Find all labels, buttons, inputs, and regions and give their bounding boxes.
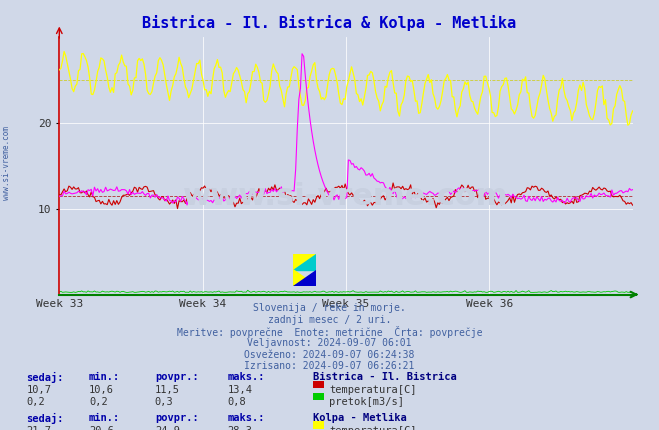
Text: maks.:: maks.: bbox=[227, 372, 265, 382]
Text: www.si-vreme.com: www.si-vreme.com bbox=[183, 182, 509, 211]
Text: povpr.:: povpr.: bbox=[155, 372, 198, 382]
Text: temperatura[C]: temperatura[C] bbox=[330, 385, 417, 395]
Text: Meritve: povprečne  Enote: metrične  Črta: povprečje: Meritve: povprečne Enote: metrične Črta:… bbox=[177, 326, 482, 338]
Text: Bistrica - Il. Bistrica & Kolpa - Metlika: Bistrica - Il. Bistrica & Kolpa - Metlik… bbox=[142, 15, 517, 31]
Text: 0,2: 0,2 bbox=[89, 397, 107, 407]
Text: min.:: min.: bbox=[89, 413, 120, 423]
Text: 10,6: 10,6 bbox=[89, 385, 114, 395]
Polygon shape bbox=[293, 270, 316, 286]
Text: Izrisano: 2024-09-07 06:26:21: Izrisano: 2024-09-07 06:26:21 bbox=[244, 361, 415, 371]
Text: sedaj:: sedaj: bbox=[26, 413, 64, 424]
Text: Slovenija / reke in morje.: Slovenija / reke in morje. bbox=[253, 303, 406, 313]
Text: Osveženo: 2024-09-07 06:24:38: Osveženo: 2024-09-07 06:24:38 bbox=[244, 350, 415, 359]
Text: 0,3: 0,3 bbox=[155, 397, 173, 407]
Text: 21,7: 21,7 bbox=[26, 426, 51, 430]
Text: 10,7: 10,7 bbox=[26, 385, 51, 395]
Text: 0,8: 0,8 bbox=[227, 397, 246, 407]
Text: povpr.:: povpr.: bbox=[155, 413, 198, 423]
Text: min.:: min.: bbox=[89, 372, 120, 382]
Text: 28,3: 28,3 bbox=[227, 426, 252, 430]
Text: 13,4: 13,4 bbox=[227, 385, 252, 395]
Text: Veljavnost: 2024-09-07 06:01: Veljavnost: 2024-09-07 06:01 bbox=[247, 338, 412, 348]
Text: temperatura[C]: temperatura[C] bbox=[330, 426, 417, 430]
Polygon shape bbox=[293, 270, 316, 286]
Text: maks.:: maks.: bbox=[227, 413, 265, 423]
Text: zadnji mesec / 2 uri.: zadnji mesec / 2 uri. bbox=[268, 315, 391, 325]
Polygon shape bbox=[293, 254, 316, 270]
Text: 0,2: 0,2 bbox=[26, 397, 45, 407]
Text: sedaj:: sedaj: bbox=[26, 372, 64, 383]
Text: 11,5: 11,5 bbox=[155, 385, 180, 395]
Text: Kolpa - Metlika: Kolpa - Metlika bbox=[313, 413, 407, 423]
Polygon shape bbox=[293, 254, 316, 270]
Text: 24,9: 24,9 bbox=[155, 426, 180, 430]
Text: www.si-vreme.com: www.si-vreme.com bbox=[2, 126, 11, 200]
Text: pretok[m3/s]: pretok[m3/s] bbox=[330, 397, 405, 407]
Text: 20,6: 20,6 bbox=[89, 426, 114, 430]
Text: Bistrica - Il. Bistrica: Bistrica - Il. Bistrica bbox=[313, 372, 457, 382]
